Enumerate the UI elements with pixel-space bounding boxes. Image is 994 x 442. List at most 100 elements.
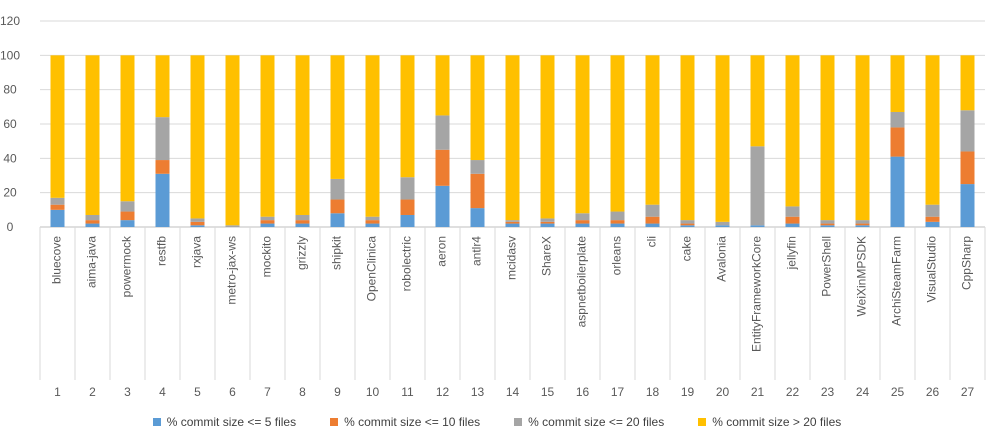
bar-segment	[505, 223, 520, 227]
y-tick-label: 20	[3, 186, 17, 200]
category-number: 15	[541, 385, 555, 399]
y-tick-label: 40	[3, 151, 17, 165]
category-table: bluecove 1 aima-java 2 powermock 3 restfb 4 rxja…	[39, 227, 986, 399]
bar-segment	[785, 223, 800, 227]
bar-segment	[330, 178, 345, 200]
legend-swatch	[514, 418, 523, 426]
bar-segment	[680, 220, 695, 224]
category-label: ArchiSteamFarm	[890, 236, 904, 326]
bar-segment	[820, 55, 835, 221]
bar-segment	[400, 199, 415, 215]
bar-segment	[470, 55, 485, 161]
bar-segment	[505, 55, 520, 221]
category-number: 13	[471, 385, 485, 399]
legend-swatch	[152, 418, 161, 426]
bar-segment	[960, 151, 975, 185]
legend-item: % commit size <= 10 files	[330, 415, 480, 429]
bar-segment	[400, 214, 415, 227]
bar-segment	[85, 55, 100, 215]
legend-item: % commit size > 20 files	[698, 415, 841, 429]
category-label: shipkit	[330, 235, 344, 270]
bar-segment	[645, 223, 660, 227]
category-label: aeron	[435, 236, 449, 267]
category-number: 2	[89, 385, 96, 399]
category-number: 18	[646, 385, 660, 399]
bar-segment	[890, 156, 905, 227]
bar-segment	[50, 197, 65, 205]
bar-segment	[820, 225, 835, 227]
bar-segment	[540, 223, 555, 227]
category-label: powermock	[120, 235, 134, 297]
category-number: 11	[401, 385, 414, 399]
bar-segment	[330, 199, 345, 214]
category-number: 26	[926, 385, 940, 399]
bar-segment	[470, 160, 485, 174]
bar-segment	[50, 209, 65, 227]
legend-item: % commit size <= 5 files	[152, 415, 296, 429]
bar-segment	[610, 220, 625, 224]
category-label: rxjava	[190, 236, 204, 268]
category-number: 19	[681, 385, 695, 399]
bar-segment	[890, 127, 905, 157]
category-number: 22	[786, 385, 800, 399]
y-tick-label: 80	[3, 83, 17, 97]
bar-segment	[330, 213, 345, 227]
category-label: metro-jax-ws	[225, 236, 239, 305]
bar-segment	[925, 204, 940, 217]
bar-segment	[50, 204, 65, 210]
bar-segment	[855, 55, 870, 221]
bar-segment	[890, 111, 905, 128]
category-number: 24	[856, 385, 870, 399]
bar-segment	[295, 214, 310, 221]
category-label: orleans	[610, 236, 624, 275]
bar-segment	[855, 223, 870, 226]
bar-segment	[470, 173, 485, 209]
category-label: PowerShell	[820, 236, 834, 297]
category-label: restfb	[155, 236, 169, 266]
bar-segment	[575, 223, 590, 227]
bar-segment	[750, 146, 765, 226]
bar-segment	[855, 225, 870, 227]
bar-segment	[715, 55, 730, 222]
bar-segment	[540, 221, 555, 224]
bar-segment	[960, 55, 975, 111]
bar-segment	[785, 206, 800, 217]
category-number: 1	[54, 385, 61, 399]
bar-segment	[85, 214, 100, 221]
bar-segment	[190, 221, 205, 226]
category-label: Avalonia	[715, 236, 729, 282]
bar-segment	[155, 160, 170, 174]
y-tick-label: 120	[0, 14, 20, 28]
category-number: 4	[159, 385, 166, 399]
bar-segment	[435, 185, 450, 227]
bar-segment	[715, 225, 730, 227]
category-label: ShareX	[540, 236, 554, 276]
bar-segment	[155, 55, 170, 118]
category-number: 14	[506, 385, 520, 399]
y-axis-ticks: 0 20 40 60 80 100 120	[0, 14, 20, 234]
bar-segment	[120, 211, 135, 221]
legend-label: % commit size > 20 files	[712, 415, 842, 429]
bar-segment	[890, 55, 905, 112]
bar-segment	[85, 223, 100, 227]
bar-segment	[645, 204, 660, 217]
bar-segment	[435, 115, 450, 150]
category-number: 27	[961, 385, 975, 399]
category-number: 9	[334, 385, 341, 399]
bar-segment	[855, 220, 870, 224]
bar-segment	[610, 55, 625, 212]
legend-label: % commit size <= 20 files	[528, 415, 665, 429]
legend: % commit size <= 5 files % commit size <=…	[0, 410, 994, 434]
bar-segment	[435, 55, 450, 116]
category-number: 25	[891, 385, 905, 399]
bar-segment	[575, 213, 590, 221]
bar-segment	[260, 223, 275, 227]
y-tick-label: 60	[3, 117, 17, 131]
category-number: 21	[751, 385, 765, 399]
bar-segment	[575, 55, 590, 214]
bar-segment	[785, 55, 800, 207]
category-label: OpenClinica	[365, 236, 379, 302]
y-tick-label: 0	[7, 220, 14, 234]
category-number: 12	[436, 385, 450, 399]
bar-segment	[750, 55, 765, 147]
